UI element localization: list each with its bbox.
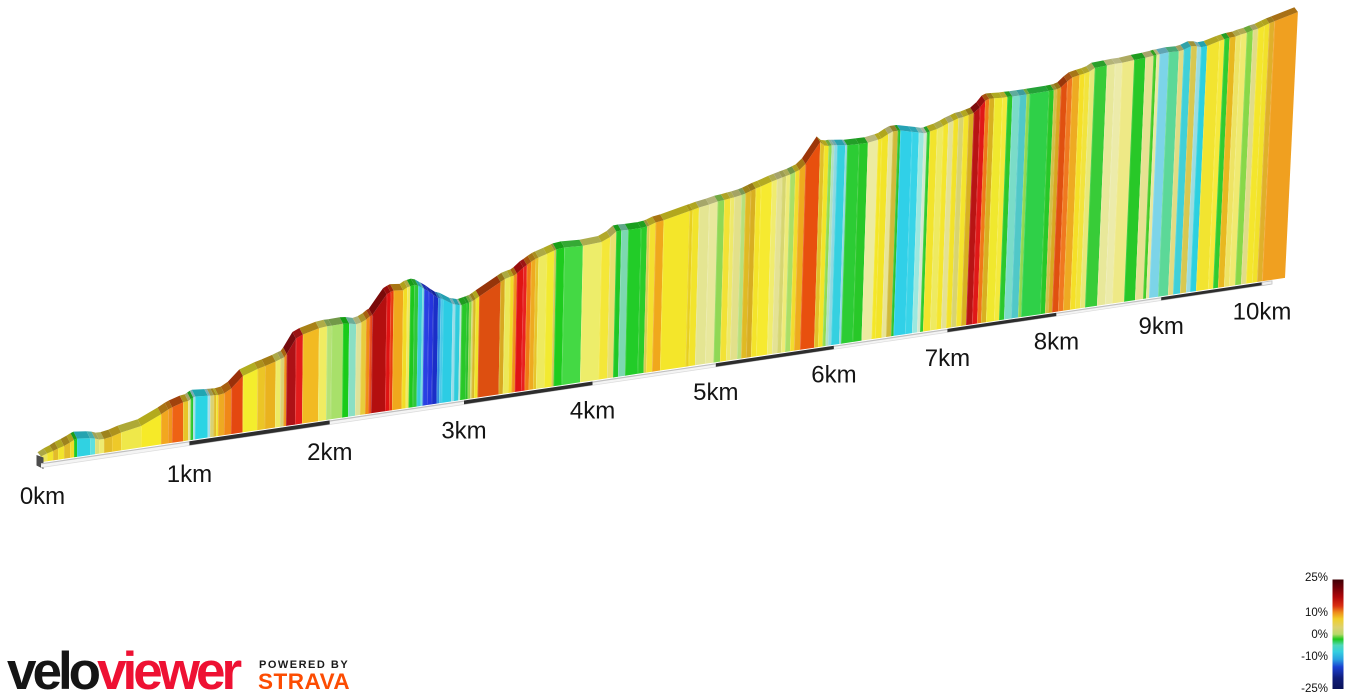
svg-text:0%: 0% <box>1311 629 1328 641</box>
svg-text:0km: 0km <box>20 483 65 510</box>
svg-text:9km: 9km <box>1139 313 1184 340</box>
svg-text:8km: 8km <box>1034 329 1079 356</box>
svg-text:10km: 10km <box>1233 298 1292 325</box>
svg-text:6km: 6km <box>811 362 856 389</box>
svg-text:2km: 2km <box>307 439 352 466</box>
svg-text:4km: 4km <box>570 398 615 425</box>
svg-text:7km: 7km <box>925 345 970 372</box>
svg-text:STRAVA: STRAVA <box>258 669 350 694</box>
svg-text:-25%: -25% <box>1301 683 1328 695</box>
svg-text:3km: 3km <box>441 417 486 444</box>
svg-text:-10%: -10% <box>1301 651 1328 663</box>
svg-text:10%: 10% <box>1305 607 1328 619</box>
svg-text:POWERED BY: POWERED BY <box>259 659 349 671</box>
svg-text:veloviewer: veloviewer <box>7 642 241 696</box>
svg-text:5km: 5km <box>693 379 738 406</box>
svg-text:1km: 1km <box>167 461 212 488</box>
svg-text:25%: 25% <box>1305 572 1328 584</box>
